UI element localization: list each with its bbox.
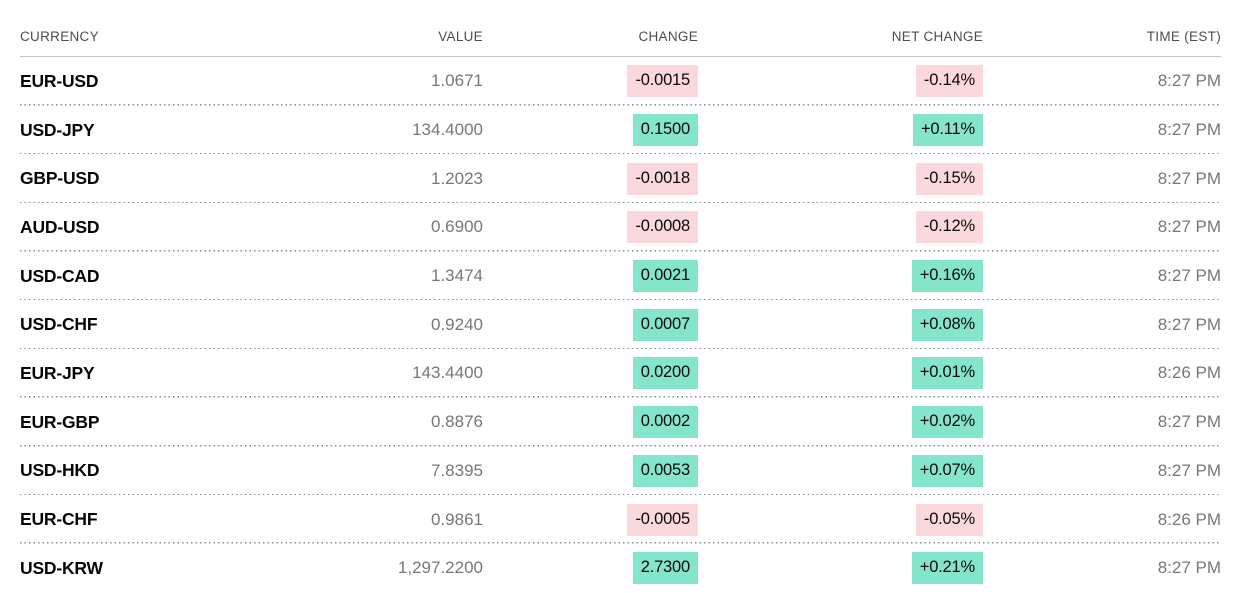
time-cell: 8:26 PM (1157, 363, 1221, 383)
table-row: EUR-GBP 0.8876 0.0002 +0.02% 8:27 PM (20, 398, 1221, 447)
table-row: USD-JPY 134.4000 0.1500 +0.11% 8:27 PM (20, 106, 1221, 155)
table-row: AUD-USD 0.6900 -0.0008 -0.12% 8:27 PM (20, 203, 1221, 252)
net-change-cell: +0.08% (698, 308, 983, 341)
currency-pair-link[interactable]: USD-CAD (20, 265, 100, 286)
time-cell: 8:27 PM (1157, 558, 1221, 578)
net-change-badge: +0.07% (911, 454, 983, 487)
net-change-cell: -0.12% (698, 211, 983, 244)
net-change-cell: -0.15% (698, 162, 983, 195)
currency-rates-table: CURRENCY VALUE CHANGE NET CHANGE TIME (E… (20, 0, 1221, 593)
table-row: USD-KRW 1,297.2200 2.7300 +0.21% 8:27 PM (20, 544, 1221, 593)
currency-pair-link[interactable]: EUR-CHF (20, 509, 98, 530)
net-change-cell: +0.11% (698, 114, 983, 147)
currency-pair-link[interactable]: USD-JPY (20, 119, 95, 140)
change-cell: 0.0007 (483, 308, 698, 341)
change-badge: 0.0007 (632, 308, 698, 341)
value-cell: 0.9240 (431, 314, 483, 334)
value-cell: 1,297.2200 (397, 558, 483, 578)
change-badge: 0.0002 (632, 406, 698, 439)
change-badge: -0.0005 (627, 503, 698, 536)
change-cell: -0.0018 (483, 162, 698, 195)
change-badge: 0.0200 (632, 357, 698, 390)
value-cell: 143.4400 (412, 363, 483, 383)
time-cell: 8:27 PM (1157, 120, 1221, 140)
column-header-value: VALUE (438, 29, 483, 44)
table-row: GBP-USD 1.2023 -0.0018 -0.15% 8:27 PM (20, 154, 1221, 203)
value-cell: 0.6900 (431, 217, 483, 237)
change-cell: 0.0053 (483, 454, 698, 487)
value-cell: 134.4000 (412, 120, 483, 140)
net-change-badge: +0.21% (911, 552, 983, 585)
value-cell: 0.8876 (431, 412, 483, 432)
net-change-badge: +0.11% (913, 114, 983, 147)
currency-pair-link[interactable]: USD-KRW (20, 557, 103, 578)
net-change-badge: +0.01% (911, 357, 983, 390)
change-cell: 0.0200 (483, 357, 698, 390)
change-badge: 2.7300 (632, 552, 698, 585)
currency-pair-link[interactable]: EUR-USD (20, 70, 99, 91)
value-cell: 1.0671 (431, 71, 483, 91)
table-header-row: CURRENCY VALUE CHANGE NET CHANGE TIME (E… (20, 0, 1221, 57)
currency-pair-link[interactable]: USD-CHF (20, 314, 98, 335)
column-header-net-change: NET CHANGE (891, 29, 983, 44)
net-change-cell: +0.01% (698, 357, 983, 390)
net-change-cell: -0.05% (698, 503, 983, 536)
net-change-badge: -0.12% (915, 211, 983, 244)
value-cell: 1.2023 (431, 168, 483, 188)
column-header-time-est: TIME (EST) (1146, 29, 1221, 44)
column-header-change: CHANGE (638, 29, 698, 44)
change-cell: 0.0002 (483, 406, 698, 439)
time-cell: 8:27 PM (1157, 460, 1221, 480)
time-cell: 8:27 PM (1157, 412, 1221, 432)
change-badge: -0.0018 (627, 162, 698, 195)
column-header-currency: CURRENCY (20, 29, 99, 44)
time-cell: 8:27 PM (1157, 168, 1221, 188)
time-cell: 8:26 PM (1157, 509, 1221, 529)
net-change-cell: -0.14% (698, 65, 983, 98)
table-body: EUR-USD 1.0671 -0.0015 -0.14% 8:27 PM US… (20, 57, 1221, 593)
net-change-badge: -0.05% (915, 503, 983, 536)
change-cell: -0.0015 (483, 65, 698, 98)
change-badge: 0.0021 (632, 260, 698, 293)
table-row: EUR-JPY 143.4400 0.0200 +0.01% 8:26 PM (20, 349, 1221, 398)
change-cell: 0.1500 (483, 114, 698, 147)
table-row: USD-CHF 0.9240 0.0007 +0.08% 8:27 PM (20, 300, 1221, 349)
time-cell: 8:27 PM (1157, 71, 1221, 91)
change-badge: 0.0053 (632, 454, 698, 487)
currency-pair-link[interactable]: USD-HKD (20, 460, 100, 481)
change-badge: 0.1500 (632, 114, 698, 147)
value-cell: 0.9861 (431, 509, 483, 529)
change-cell: 2.7300 (483, 552, 698, 585)
change-badge: -0.0008 (627, 211, 698, 244)
table-row: EUR-USD 1.0671 -0.0015 -0.14% 8:27 PM (20, 57, 1221, 106)
change-cell: -0.0008 (483, 211, 698, 244)
net-change-cell: +0.02% (698, 406, 983, 439)
currency-pair-link[interactable]: EUR-GBP (20, 411, 100, 432)
net-change-badge: +0.16% (911, 260, 983, 293)
net-change-badge: -0.15% (915, 162, 983, 195)
net-change-badge: +0.02% (911, 406, 983, 439)
net-change-badge: +0.08% (911, 308, 983, 341)
time-cell: 8:27 PM (1157, 217, 1221, 237)
change-badge: -0.0015 (627, 65, 698, 98)
time-cell: 8:27 PM (1157, 314, 1221, 334)
value-cell: 1.3474 (431, 266, 483, 286)
table-row: USD-HKD 7.8395 0.0053 +0.07% 8:27 PM (20, 447, 1221, 496)
change-cell: 0.0021 (483, 260, 698, 293)
table-row: USD-CAD 1.3474 0.0021 +0.16% 8:27 PM (20, 252, 1221, 301)
currency-pair-link[interactable]: EUR-JPY (20, 362, 95, 383)
change-cell: -0.0005 (483, 503, 698, 536)
net-change-cell: +0.21% (698, 552, 983, 585)
table-row: EUR-CHF 0.9861 -0.0005 -0.05% 8:26 PM (20, 495, 1221, 544)
net-change-cell: +0.07% (698, 454, 983, 487)
net-change-cell: +0.16% (698, 260, 983, 293)
currency-pair-link[interactable]: AUD-USD (20, 216, 100, 237)
time-cell: 8:27 PM (1157, 266, 1221, 286)
value-cell: 7.8395 (431, 460, 483, 480)
net-change-badge: -0.14% (915, 65, 983, 98)
currency-pair-link[interactable]: GBP-USD (20, 168, 100, 189)
